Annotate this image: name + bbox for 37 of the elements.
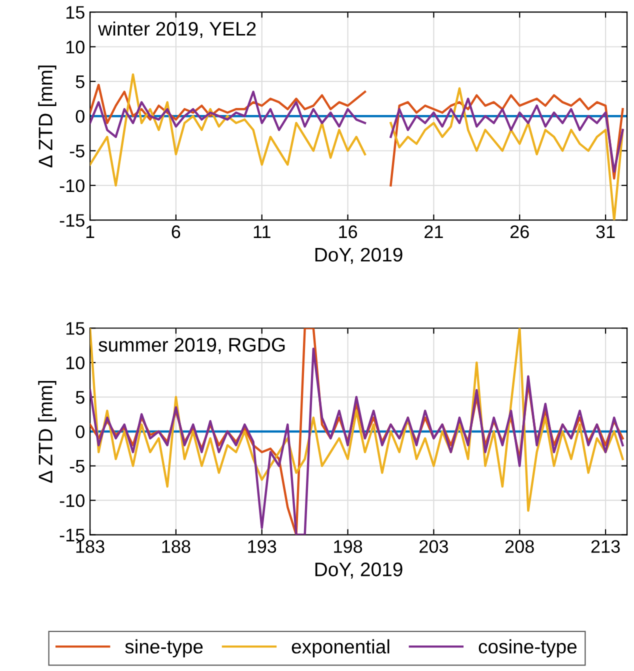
y-tick-label: 5	[76, 391, 84, 404]
x-axis-title: DoY, 2019	[315, 562, 402, 579]
x-tick-label: 183	[76, 540, 104, 553]
x-tick-label: 213	[591, 540, 620, 553]
y-tick-label: -10	[60, 179, 84, 192]
y-tick-label: 0	[76, 110, 84, 123]
x-tick-label: 208	[505, 540, 534, 553]
y-tick-label: 15	[66, 322, 84, 335]
y-axis-title: Δ ZTD [mm]	[38, 380, 56, 483]
legend-label: exponential	[292, 639, 390, 658]
annotation: summer 2019, RGDG	[98, 338, 285, 354]
y-tick-label: -10	[60, 494, 84, 508]
legend-label: cosine-type	[478, 639, 577, 658]
y-tick-label: -5	[70, 144, 84, 158]
x-tick-label: 198	[334, 540, 362, 553]
x-tick-label: 21	[424, 225, 443, 238]
x-axis-title: DoY, 2019	[315, 248, 402, 264]
y-tick-label: -15	[60, 528, 84, 542]
y-tick-label: 5	[76, 76, 84, 88]
x-tick-label: 11	[254, 226, 270, 238]
x-tick-label: 6	[172, 225, 180, 238]
y-tick-label: 10	[66, 356, 84, 370]
legend-label: sine-type	[125, 639, 203, 658]
x-tick-label: 16	[339, 225, 358, 238]
x-tick-label: 26	[510, 225, 529, 238]
y-axis-title: Δ ZTD [mm]	[38, 66, 56, 168]
y-tick-label: -5	[70, 460, 84, 473]
x-tick-label: 193	[248, 540, 276, 553]
x-tick-label: 31	[596, 225, 615, 238]
x-tick-label: 203	[420, 540, 448, 553]
x-tick-label: 1	[86, 226, 94, 238]
annotation: winter 2019, YEL2	[98, 21, 256, 38]
y-tick-label: 10	[66, 40, 84, 54]
x-tick-label: 188	[162, 540, 190, 553]
y-tick-label: -15	[60, 214, 84, 227]
y-tick-label: 0	[76, 425, 84, 438]
y-tick-label: 15	[66, 6, 84, 19]
